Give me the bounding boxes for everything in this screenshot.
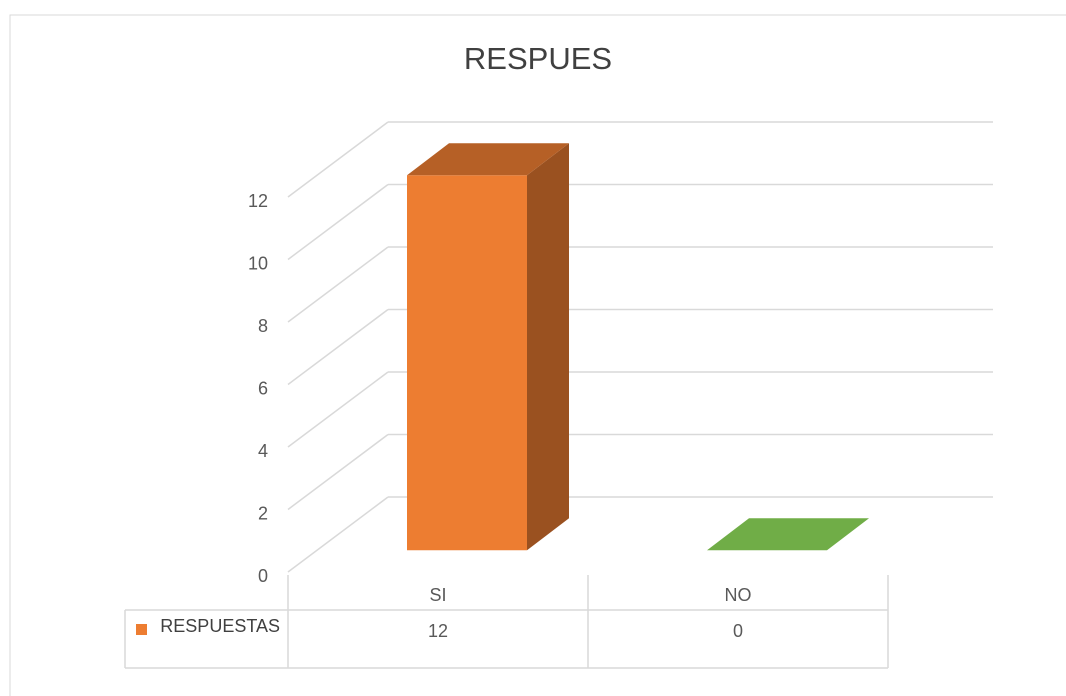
bar-side bbox=[527, 143, 569, 551]
y-tick-label: 4 bbox=[258, 441, 268, 461]
table-value: 12 bbox=[428, 621, 448, 641]
x-tick-label: NO bbox=[725, 585, 752, 605]
bar bbox=[707, 518, 869, 551]
grid-line bbox=[287, 308, 389, 386]
table-value: 0 bbox=[733, 621, 743, 641]
y-tick-label: 10 bbox=[248, 253, 268, 273]
grid-line bbox=[287, 433, 389, 511]
grid-line bbox=[287, 183, 389, 261]
y-tick-label: 2 bbox=[258, 503, 268, 523]
bar bbox=[407, 143, 569, 551]
grid-line bbox=[287, 121, 389, 198]
bar-top bbox=[407, 143, 569, 176]
legend-label: RESPUESTAS bbox=[160, 616, 280, 636]
y-tick-label: 6 bbox=[258, 378, 268, 398]
bar-front bbox=[407, 175, 527, 551]
y-tick-label: 8 bbox=[258, 316, 268, 336]
bar-top bbox=[707, 518, 869, 551]
grid-line bbox=[287, 371, 389, 448]
grid-line bbox=[287, 246, 389, 323]
legend-key bbox=[136, 624, 147, 635]
y-tick-label: 0 bbox=[258, 566, 268, 586]
x-tick-label: SI bbox=[429, 585, 446, 605]
grid-line bbox=[287, 496, 389, 573]
chart-title: RESPUES bbox=[464, 41, 612, 76]
y-tick-label: 12 bbox=[248, 191, 268, 211]
